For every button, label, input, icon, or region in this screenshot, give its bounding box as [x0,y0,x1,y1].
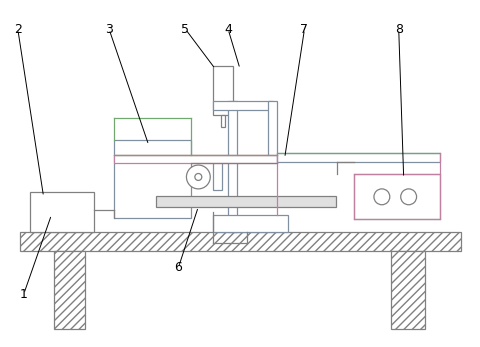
Bar [156,196,336,207]
Circle shape [400,189,416,205]
Text: 4: 4 [224,23,231,36]
Bar [213,101,272,110]
Bar [390,251,424,329]
Bar [213,66,233,116]
Circle shape [194,174,202,180]
Text: 2: 2 [14,23,22,36]
Bar [53,251,85,329]
Text: 6: 6 [174,261,182,274]
Bar [276,153,440,162]
Circle shape [186,165,210,189]
Text: 7: 7 [300,23,308,36]
Bar [213,160,222,190]
Bar [20,231,460,251]
Bar [353,174,440,219]
Bar [53,251,85,329]
Bar [213,215,287,231]
Text: 5: 5 [181,23,189,36]
Bar [30,192,94,231]
Bar [390,251,424,329]
Bar [228,101,237,231]
Bar [221,116,225,127]
Bar [20,231,460,251]
Circle shape [373,189,389,205]
Bar [114,155,276,163]
Text: 3: 3 [105,23,113,36]
Bar [267,101,276,160]
Text: 1: 1 [20,288,28,301]
Text: 8: 8 [394,23,402,36]
Bar [114,140,191,218]
